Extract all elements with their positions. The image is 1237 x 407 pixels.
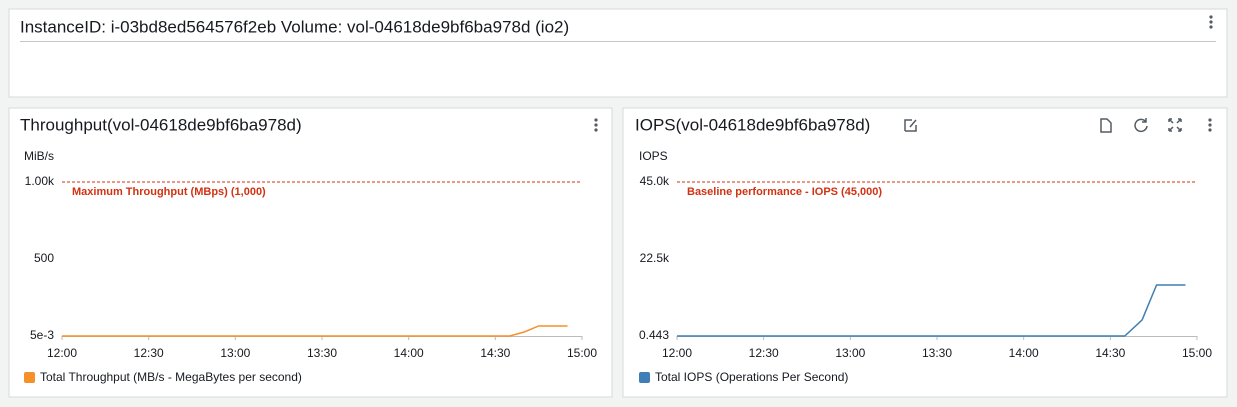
- menu-icon[interactable]: [1208, 118, 1212, 132]
- x-tick-label: 14:00: [394, 346, 424, 360]
- menu-icon[interactable]: [1209, 15, 1213, 29]
- x-tick-label: 14:00: [1009, 346, 1039, 360]
- legend-label: Total IOPS (Operations Per Second): [655, 370, 848, 384]
- annotation-label: Baseline performance - IOPS (45,000): [687, 186, 882, 198]
- x-tick-label: 13:00: [220, 346, 250, 360]
- chart-widget: [622, 107, 1228, 398]
- x-tick-label: 12:30: [134, 346, 164, 360]
- x-tick-label: 13:00: [835, 346, 865, 360]
- menu-icon[interactable]: [594, 118, 598, 132]
- refresh-icon[interactable]: [1134, 118, 1148, 133]
- y-tick-label: 0.443: [639, 328, 669, 342]
- x-tick-label: 13:30: [922, 346, 952, 360]
- legend-swatch: [24, 372, 35, 383]
- edit-icon[interactable]: [904, 119, 917, 132]
- text-widget: [8, 8, 1228, 98]
- legend-label: Total Throughput (MB/s - MegaBytes per s…: [40, 370, 302, 384]
- legend-swatch: [639, 372, 650, 383]
- chart-widget: [8, 107, 613, 398]
- x-tick-label: 13:30: [307, 346, 337, 360]
- chart-title: IOPS(vol-04618de9bf6ba978d): [635, 115, 870, 134]
- toolbar-icons: [904, 118, 1182, 133]
- y-tick-label: 22.5k: [640, 251, 670, 265]
- y-tick-label: 45.0k: [640, 174, 670, 188]
- y-axis-label: MiB/s: [24, 149, 54, 163]
- annotation-label: Maximum Throughput (MBps) (1,000): [72, 186, 266, 198]
- series-line: [62, 325, 568, 337]
- y-tick-label: 500: [34, 251, 54, 265]
- export-icon[interactable]: [1100, 118, 1112, 133]
- expand-icon[interactable]: [1168, 118, 1182, 132]
- y-tick-label: 5e-3: [30, 328, 54, 342]
- x-tick-label: 12:30: [749, 346, 779, 360]
- x-tick-label: 14:30: [1095, 346, 1125, 360]
- y-tick-label: 1.00k: [25, 174, 55, 188]
- y-axis-label: IOPS: [639, 149, 668, 163]
- x-tick-label: 12:00: [47, 346, 77, 360]
- widget-title: InstanceID: i-03bd8ed564576f2eb Volume: …: [20, 17, 569, 36]
- chart-title: Throughput(vol-04618de9bf6ba978d): [20, 115, 302, 134]
- x-tick-label: 12:00: [662, 346, 692, 360]
- x-tick-label: 15:00: [1182, 346, 1212, 360]
- series-line: [677, 284, 1186, 337]
- x-tick-label: 14:30: [480, 346, 510, 360]
- x-tick-label: 15:00: [567, 346, 597, 360]
